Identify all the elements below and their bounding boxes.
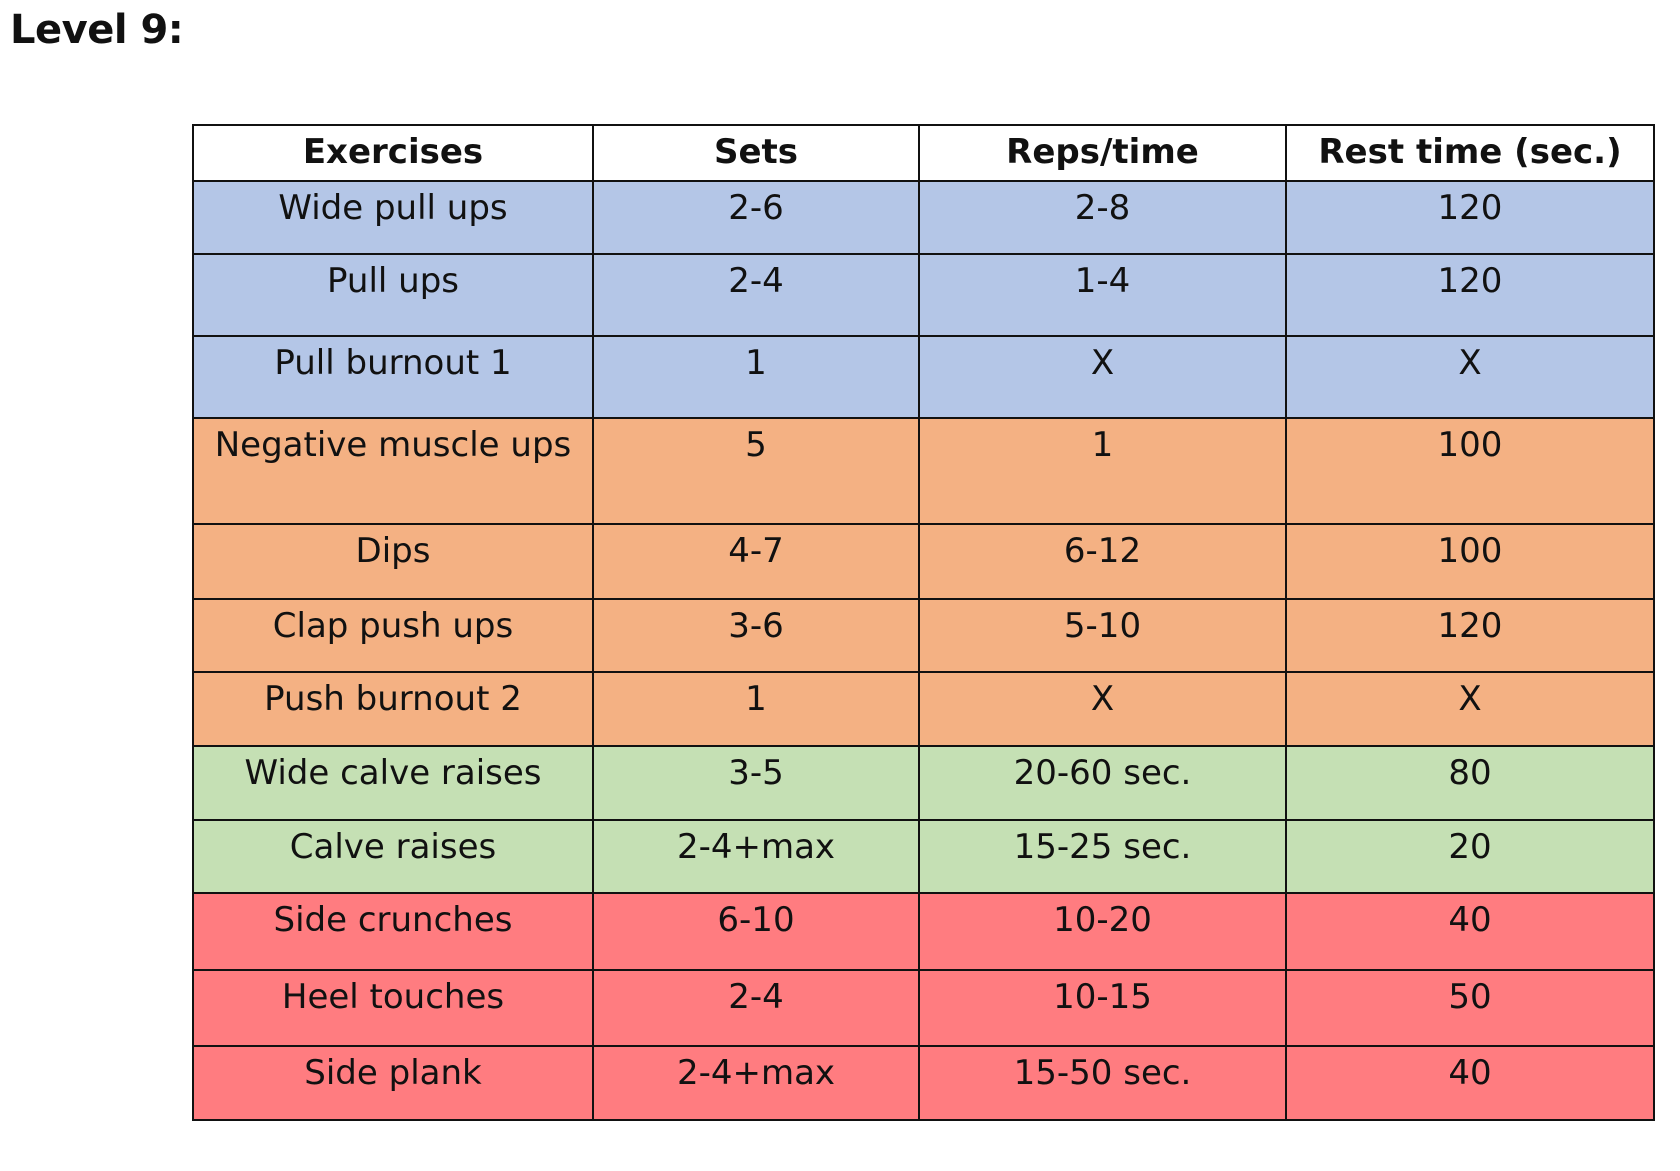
cell-sets: 1 bbox=[592, 335, 920, 419]
cell-exercise: Wide calve raises bbox=[192, 745, 594, 821]
cell-reps-time: 15-50 sec. bbox=[918, 1045, 1287, 1121]
cell-rest-time: X bbox=[1285, 335, 1655, 419]
cell-exercise: Clap push ups bbox=[192, 598, 594, 673]
table-row: Dips 4-7 6-12 100 bbox=[192, 523, 1655, 600]
header-exercises: Exercises bbox=[192, 124, 594, 182]
header-reps-time: Reps/time bbox=[918, 124, 1287, 182]
cell-rest-time: 40 bbox=[1285, 1045, 1655, 1121]
cell-exercise: Push burnout 2 bbox=[192, 671, 594, 747]
cell-sets: 2-4+max bbox=[592, 1045, 920, 1121]
cell-exercise: Side plank bbox=[192, 1045, 594, 1121]
cell-exercise: Pull ups bbox=[192, 253, 594, 337]
cell-reps-time: 20-60 sec. bbox=[918, 745, 1287, 821]
cell-reps-time: 10-20 bbox=[918, 892, 1287, 971]
cell-sets: 2-4 bbox=[592, 969, 920, 1047]
cell-exercise: Dips bbox=[192, 523, 594, 600]
table-row: Pull ups 2-4 1-4 120 bbox=[192, 253, 1655, 337]
cell-rest-time: 20 bbox=[1285, 819, 1655, 894]
cell-sets: 3-5 bbox=[592, 745, 920, 821]
cell-rest-time: 120 bbox=[1285, 180, 1655, 255]
cell-rest-time: 100 bbox=[1285, 417, 1655, 525]
cell-exercise: Wide pull ups bbox=[192, 180, 594, 255]
table-row: Negative muscle ups 5 1 100 bbox=[192, 417, 1655, 525]
cell-sets: 5 bbox=[592, 417, 920, 525]
cell-sets: 2-6 bbox=[592, 180, 920, 255]
cell-sets: 1 bbox=[592, 671, 920, 747]
cell-exercise: Side crunches bbox=[192, 892, 594, 971]
table-row: Wide pull ups 2-6 2-8 120 bbox=[192, 180, 1655, 255]
cell-exercise: Calve raises bbox=[192, 819, 594, 894]
table-header-row: Exercises Sets Reps/time Rest time (sec.… bbox=[192, 124, 1655, 182]
cell-exercise: Pull burnout 1 bbox=[192, 335, 594, 419]
cell-reps-time: 6-12 bbox=[918, 523, 1287, 600]
table-row: Heel touches 2-4 10-15 50 bbox=[192, 969, 1655, 1047]
cell-rest-time: 50 bbox=[1285, 969, 1655, 1047]
cell-reps-time: X bbox=[918, 335, 1287, 419]
table-body: Wide pull ups 2-6 2-8 120 Pull ups 2-4 1-4 120 P… bbox=[192, 180, 1655, 1121]
cell-exercise: Negative muscle ups bbox=[192, 417, 594, 525]
cell-reps-time: 1 bbox=[918, 417, 1287, 525]
cell-reps-time: 2-8 bbox=[918, 180, 1287, 255]
cell-rest-time: 80 bbox=[1285, 745, 1655, 821]
cell-reps-time: X bbox=[918, 671, 1287, 747]
cell-reps-time: 15-25 sec. bbox=[918, 819, 1287, 894]
cell-rest-time: X bbox=[1285, 671, 1655, 747]
page-title: Level 9: bbox=[10, 7, 184, 53]
cell-rest-time: 120 bbox=[1285, 253, 1655, 337]
table-row: Side plank 2-4+max 15-50 sec. 40 bbox=[192, 1045, 1655, 1121]
cell-sets: 3-6 bbox=[592, 598, 920, 673]
table-row: Calve raises 2-4+max 15-25 sec. 20 bbox=[192, 819, 1655, 894]
cell-reps-time: 5-10 bbox=[918, 598, 1287, 673]
cell-exercise: Heel touches bbox=[192, 969, 594, 1047]
header-sets: Sets bbox=[592, 124, 920, 182]
table-row: Wide calve raises 3-5 20-60 sec. 80 bbox=[192, 745, 1655, 821]
cell-sets: 6-10 bbox=[592, 892, 920, 971]
exercise-table: Exercises Sets Reps/time Rest time (sec.… bbox=[192, 124, 1655, 1121]
cell-sets: 2-4+max bbox=[592, 819, 920, 894]
cell-reps-time: 1-4 bbox=[918, 253, 1287, 337]
table-row: Side crunches 6-10 10-20 40 bbox=[192, 892, 1655, 971]
cell-sets: 4-7 bbox=[592, 523, 920, 600]
table-row: Clap push ups 3-6 5-10 120 bbox=[192, 598, 1655, 673]
cell-rest-time: 40 bbox=[1285, 892, 1655, 971]
cell-reps-time: 10-15 bbox=[918, 969, 1287, 1047]
cell-rest-time: 120 bbox=[1285, 598, 1655, 673]
cell-rest-time: 100 bbox=[1285, 523, 1655, 600]
cell-sets: 2-4 bbox=[592, 253, 920, 337]
header-rest-time: Rest time (sec.) bbox=[1285, 124, 1655, 182]
